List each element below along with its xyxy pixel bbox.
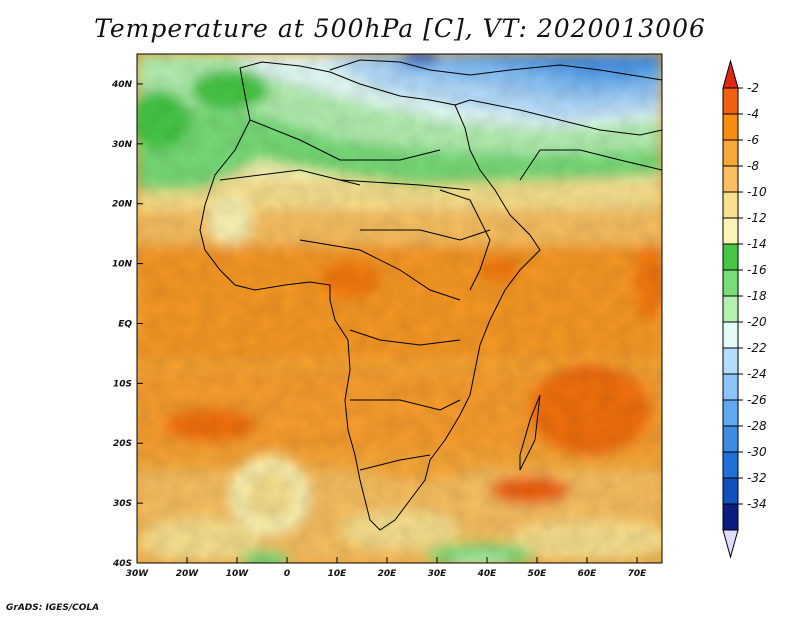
colorbar: -2 -4 -6 -8 -10 -12 -14 -16 -18 -20 -22 -24 -26 -28 -3… — [722, 59, 767, 559]
colorbar-swatch — [722, 217, 739, 245]
colorbar-label: -26 — [747, 393, 767, 407]
x-tick-label: 30E — [428, 569, 448, 579]
y-tick-label: 40S — [112, 559, 132, 569]
colorbar-label: -20 — [747, 315, 767, 329]
colorbar-bottom-arrow — [722, 529, 739, 559]
colorbar-swatch — [722, 191, 739, 219]
x-tick-label: 40E — [477, 569, 498, 579]
y-tick-label: 20S — [113, 439, 132, 449]
x-tick-label: 10E — [328, 569, 348, 579]
colorbar-label: -6 — [747, 133, 759, 147]
colorbar-label: -14 — [747, 237, 767, 251]
colorbar-swatch — [722, 87, 739, 115]
temperature-field — [137, 54, 662, 563]
colorbar-swatch — [722, 373, 739, 401]
colorbar-swatch — [722, 113, 739, 141]
colorbar-label: -18 — [747, 289, 767, 303]
colorbar-label: -8 — [747, 159, 759, 173]
colorbar-label: -10 — [747, 185, 767, 199]
y-tick-label: 30S — [113, 499, 132, 509]
colorbar-swatch — [722, 139, 739, 167]
y-tick-label: 10N — [112, 260, 133, 270]
y-tick-label: EQ — [118, 319, 132, 329]
colorbar-swatch — [722, 295, 739, 323]
map-frame — [136, 53, 663, 564]
y-tick-label: 10S — [113, 379, 132, 389]
y-tick-label: 40N — [111, 80, 133, 90]
colorbar-swatch — [722, 477, 739, 505]
x-tick-label: 70E — [628, 569, 648, 579]
colorbar-swatch — [722, 321, 739, 349]
colorbar-label: -32 — [747, 471, 767, 485]
x-tick-label: 60E — [578, 569, 598, 579]
map-title: Temperature at 500hPa [C], VT: 202001300… — [94, 14, 706, 43]
colorbar-label: -16 — [747, 263, 767, 277]
colorbar-swatch — [722, 503, 739, 531]
x-tick-label: 50E — [528, 569, 548, 579]
colorbar-swatch — [722, 165, 739, 193]
colorbar-swatch — [722, 451, 739, 479]
credit-text: GrADS: IGES/COLA — [6, 603, 100, 613]
colorbar-label: -28 — [747, 419, 767, 433]
x-tick-label: 30W — [126, 569, 150, 579]
colorbar-label: -34 — [747, 497, 767, 511]
colorbar-swatch — [722, 399, 739, 427]
y-tick-label: 20N — [112, 200, 133, 210]
colorbar-label: -30 — [747, 445, 767, 459]
x-tick-label: 20W — [176, 569, 200, 579]
colorbar-swatch — [722, 243, 739, 271]
colorbar-swatch — [722, 347, 739, 375]
colorbar-label: -2 — [747, 81, 759, 95]
colorbar-label: -22 — [747, 341, 767, 355]
colorbar-label: -4 — [747, 107, 759, 121]
x-tick-label: 10W — [226, 569, 250, 579]
colorbar-top-arrow — [722, 59, 739, 89]
y-tick-label: 30N — [112, 140, 133, 150]
colorbar-label: -12 — [747, 211, 767, 225]
colorbar-label: -24 — [747, 367, 767, 381]
x-tick-label: 20E — [378, 569, 398, 579]
axis-ticks: 30W 20W 10W 0 10E 20E 30E 40E 50E 60E 70E 40N 30N 20N… — [111, 80, 647, 579]
coastlines — [199, 59, 662, 531]
colorbar-swatch — [722, 425, 739, 453]
x-tick-label: 0 — [284, 569, 290, 579]
colorbar-swatch — [722, 269, 739, 297]
